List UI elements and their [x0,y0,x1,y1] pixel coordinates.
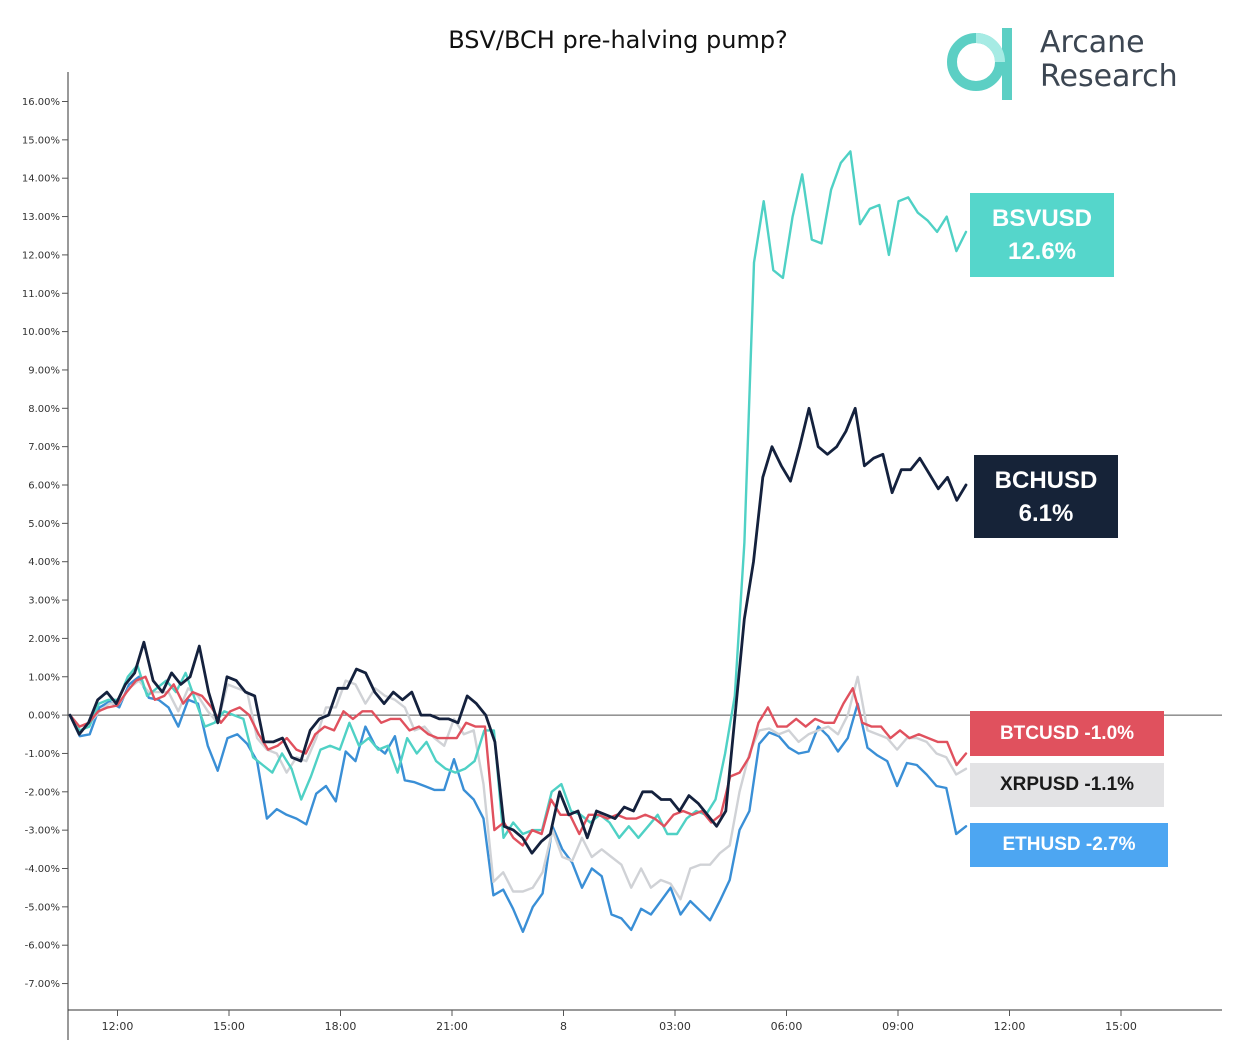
y-tick-label: 6.00% [28,481,60,492]
y-tick-label: -6.00% [25,941,60,952]
y-tick-label: 4.00% [28,557,60,568]
arcane-research-logo: Arcane Research [942,24,1222,104]
logo-line2: Research [1040,59,1178,94]
logo-text: Arcane Research [1040,26,1178,94]
y-tick-label: 1.00% [28,672,60,683]
xrpusd-label-text: XRPUSD -1.1% [999,774,1135,795]
y-tick-label: -2.00% [25,787,60,798]
series-line-btcusd [68,675,968,847]
btcusd-label-text: BTCUSD -1.0% [999,722,1135,744]
x-axis: 12:00 15:00 18:00 21:00 8 03:00 06:00 09:00 12:0… [68,1009,1222,1033]
x-tick-label: 06:00 [771,1020,803,1033]
bsvusd-label-name: BSVUSD [991,205,1093,232]
x-tick-label: 15:00 [1105,1020,1137,1033]
bchusd-label-name: BCHUSD [994,466,1098,494]
ethusd-label: ETHUSD -2.7% [970,823,1168,867]
y-tick-label: 12.00% [22,250,60,261]
x-tick-label: 8 [560,1020,567,1033]
x-tick-label: 09:00 [882,1020,914,1033]
y-tick-label: 7.00% [28,442,60,453]
y-tick-label: -5.00% [25,902,60,913]
y-tick-label: 9.00% [28,365,60,376]
x-tick-label: 03:00 [659,1020,691,1033]
y-tick-label: -3.00% [25,826,60,837]
bsvusd-label: BSVUSD 12.6% [970,193,1114,277]
y-tick-label: -1.00% [25,749,60,760]
arcane-logo-icon [947,28,1012,100]
bsvusd-label-value: 12.6% [1007,238,1077,265]
y-tick-label: -7.00% [25,979,60,990]
y-tick-label: 2.00% [28,634,60,645]
x-tick-label: 18:00 [325,1020,357,1033]
y-tick-label: 13.00% [22,212,60,223]
x-tick-label: 21:00 [436,1020,468,1033]
y-tick-label: 5.00% [28,519,60,530]
ethusd-label-text: ETHUSD -2.7% [1002,834,1136,855]
x-tick-label: 12:00 [102,1020,134,1033]
bchusd-label-value: 6.1% [1018,499,1074,527]
y-tick-label: 3.00% [28,596,60,607]
x-tick-label: 15:00 [213,1020,245,1033]
x-tick-label: 12:00 [994,1020,1026,1033]
xrpusd-label: XRPUSD -1.1% [970,763,1164,807]
btcusd-label: BTCUSD -1.0% [970,711,1164,756]
y-tick-label: 8.00% [28,404,60,415]
logo-line1: Arcane [1040,25,1145,60]
y-tick-label: 15.00% [22,135,60,146]
y-tick-label: 0.00% [28,711,60,722]
series-line-bchusd [68,406,968,855]
y-tick-label: 11.00% [22,289,60,300]
series-line-xrpusd [68,675,968,901]
series-lines [68,150,968,933]
bchusd-label: BCHUSD 6.1% [974,455,1118,538]
y-tick-label: 14.00% [22,174,60,185]
chart-title: BSV/BCH pre-halving pump? [448,26,788,54]
y-tick-label: 10.00% [22,327,60,338]
y-tick-label: -4.00% [25,864,60,875]
y-tick-label: 16.00% [22,97,60,108]
